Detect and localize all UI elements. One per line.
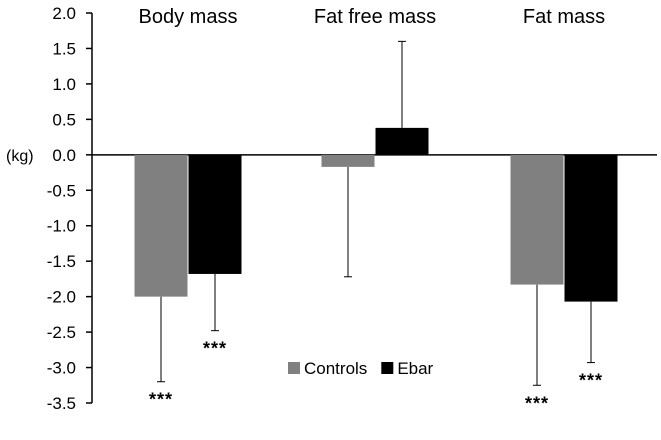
y-tick-label: -0.5 (47, 181, 76, 200)
significance-label: *** (149, 390, 173, 410)
bar (321, 154, 375, 167)
axes: 2.0 1.5 1.0 0.5 0.0 -0.5 -1.0 -1.5 -2.0 -2.5 -3.0 -… (6, 4, 657, 413)
bars (134, 127, 618, 302)
y-axis-unit-label: (kg) (6, 148, 34, 165)
y-tick-label: 1.0 (52, 75, 76, 94)
legend-swatch (288, 362, 300, 374)
y-tick-label: -2.0 (47, 288, 76, 307)
significance-label: *** (203, 339, 227, 359)
error-bars (157, 40, 595, 386)
legend-swatch (381, 362, 394, 374)
category-label: Fat free mass (314, 6, 436, 28)
significance-labels: *** *** *** *** (149, 339, 603, 414)
legend-label: Controls (304, 359, 367, 378)
y-tick-label: 0.0 (52, 146, 76, 165)
y-tick-label: -3.5 (47, 394, 76, 413)
y-tick-label: 2.0 (52, 4, 76, 23)
legend-label: Ebar (397, 359, 433, 378)
bar (564, 154, 618, 302)
y-tick-label: -2.5 (47, 323, 76, 342)
bar (375, 127, 429, 155)
significance-label: *** (579, 371, 603, 391)
y-tick-label: 0.5 (52, 110, 76, 129)
category-label: Fat mass (523, 6, 605, 28)
bar (510, 154, 564, 285)
y-tick-label: -3.0 (47, 359, 76, 378)
bar (134, 154, 188, 297)
y-tick-label: -1.5 (47, 252, 76, 271)
category-label: Body mass (139, 6, 238, 28)
y-tick-label: -1.0 (47, 217, 76, 236)
bar (188, 154, 242, 274)
legend: Controls Ebar (288, 359, 434, 378)
y-tick-label: 1.5 (52, 39, 76, 58)
significance-label: *** (525, 393, 549, 413)
y-ticks: 2.0 1.5 1.0 0.5 0.0 -0.5 -1.0 -1.5 -2.0 -2.5 -3.0 -… (47, 4, 92, 413)
category-labels: Body mass Fat free mass Fat mass (139, 6, 606, 28)
